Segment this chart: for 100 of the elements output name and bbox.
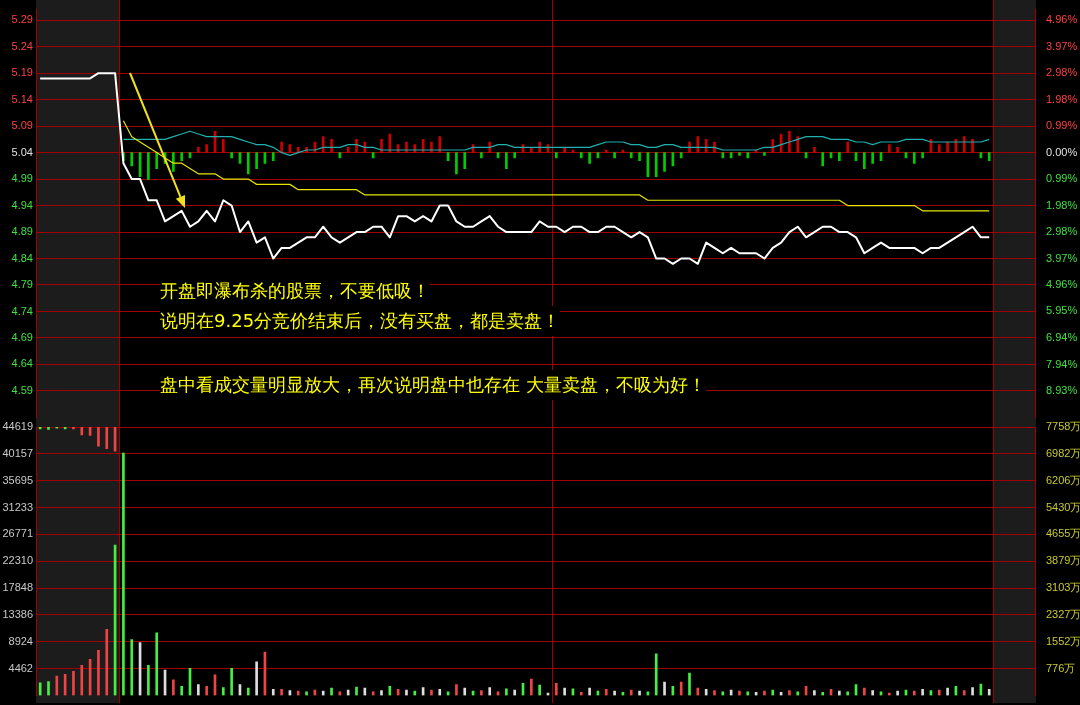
bar (155, 632, 159, 696)
bar (821, 692, 825, 696)
y-tick-label: 5.04 (11, 145, 33, 158)
bar (746, 691, 750, 696)
y-tick-label: 4.79 (11, 278, 33, 291)
bar (912, 152, 916, 164)
bar (838, 152, 841, 161)
bar (679, 152, 683, 159)
annotation: 说明在9.25分竞价结束后，没有买盘，都是卖盘！ (160, 306, 561, 336)
y-tick-label: 5.14 (11, 92, 33, 105)
bar (738, 152, 741, 156)
y2-tick-label: 2.98% (1046, 225, 1078, 238)
bar (413, 690, 417, 696)
y-tick-label: 5.29 (11, 13, 33, 26)
bar (355, 686, 358, 696)
bar (654, 653, 658, 696)
y-tick-label: 31233 (2, 500, 33, 513)
bar (405, 689, 408, 696)
y-tick-label: 35695 (2, 473, 33, 486)
bar (271, 689, 275, 696)
bar (846, 691, 850, 696)
y2-tick-label: 4.96% (1046, 278, 1078, 291)
bar (838, 690, 841, 696)
bar (538, 684, 541, 696)
y-tick-label: 26771 (2, 527, 33, 540)
bar (230, 152, 233, 159)
y2-tick-label: 0.99% (1046, 119, 1078, 132)
bar (971, 687, 974, 696)
bar (130, 152, 134, 167)
bar (721, 152, 725, 159)
bar (463, 687, 467, 696)
y2-tick-label: 0.99% (1046, 172, 1078, 185)
y-tick-label: 4.69 (11, 330, 33, 343)
bar (896, 690, 899, 696)
y-tick-label: 5.24 (11, 39, 33, 52)
bar (763, 152, 766, 156)
y2-tick-label: 776万 (1046, 661, 1076, 674)
bar (230, 668, 233, 696)
bar (554, 152, 558, 159)
bar (455, 152, 458, 175)
y-tick-label: 22310 (2, 554, 33, 567)
bar (588, 687, 591, 696)
bar (579, 152, 583, 159)
bar (713, 141, 716, 153)
bar (896, 146, 899, 153)
bar (330, 138, 333, 153)
bar (946, 141, 949, 153)
y-tick-label: 5.19 (11, 66, 33, 79)
bar (513, 152, 517, 159)
y-tick-label: 4.89 (11, 225, 33, 238)
y-tick-label: 44619 (2, 420, 33, 433)
bar (122, 452, 125, 696)
bar (197, 684, 200, 696)
bar (638, 152, 641, 161)
bar (155, 152, 159, 169)
y-tick-label: 40157 (2, 446, 33, 459)
y-tick-label: 4462 (8, 661, 33, 674)
y2-tick-label: 7.94% (1046, 357, 1078, 370)
bar (663, 681, 666, 696)
bar (563, 687, 566, 696)
bar (604, 149, 608, 153)
bar (147, 152, 150, 180)
bar (47, 681, 50, 696)
y2-tick-label: 6.94% (1046, 330, 1078, 343)
bar (147, 664, 150, 696)
bar (613, 152, 616, 159)
bar (197, 146, 200, 153)
bar (987, 152, 991, 161)
bar (788, 130, 791, 153)
bar (438, 689, 442, 696)
bar (172, 152, 175, 172)
bar (221, 687, 225, 696)
bar (688, 141, 691, 153)
y-tick-label: 4.74 (11, 304, 33, 317)
bar (813, 690, 816, 696)
bar (255, 661, 258, 696)
bar (330, 687, 333, 696)
bar (321, 690, 325, 696)
bar (871, 690, 874, 696)
bar (271, 152, 275, 161)
bar (130, 639, 134, 696)
bar (588, 152, 591, 164)
bar (663, 152, 666, 172)
y2-tick-label: 1.98% (1046, 92, 1078, 105)
bar (346, 689, 350, 696)
y-tick-label: 8924 (8, 634, 33, 647)
annotation: 盘中看成交量明显放大，再次说明盘中也存在 大量卖盘，不吸为好！ (160, 370, 706, 400)
bar (80, 427, 84, 436)
bar (771, 689, 775, 696)
bar (205, 144, 208, 153)
bar (629, 152, 633, 159)
bar (688, 672, 691, 696)
bar (721, 691, 725, 696)
bar (480, 152, 483, 159)
annotation: 开盘即瀑布杀的股票，不要低吸！ (160, 276, 430, 306)
bar (796, 136, 800, 153)
bar (946, 687, 949, 696)
bar (654, 152, 658, 177)
bar (871, 152, 874, 164)
bar (388, 686, 392, 696)
